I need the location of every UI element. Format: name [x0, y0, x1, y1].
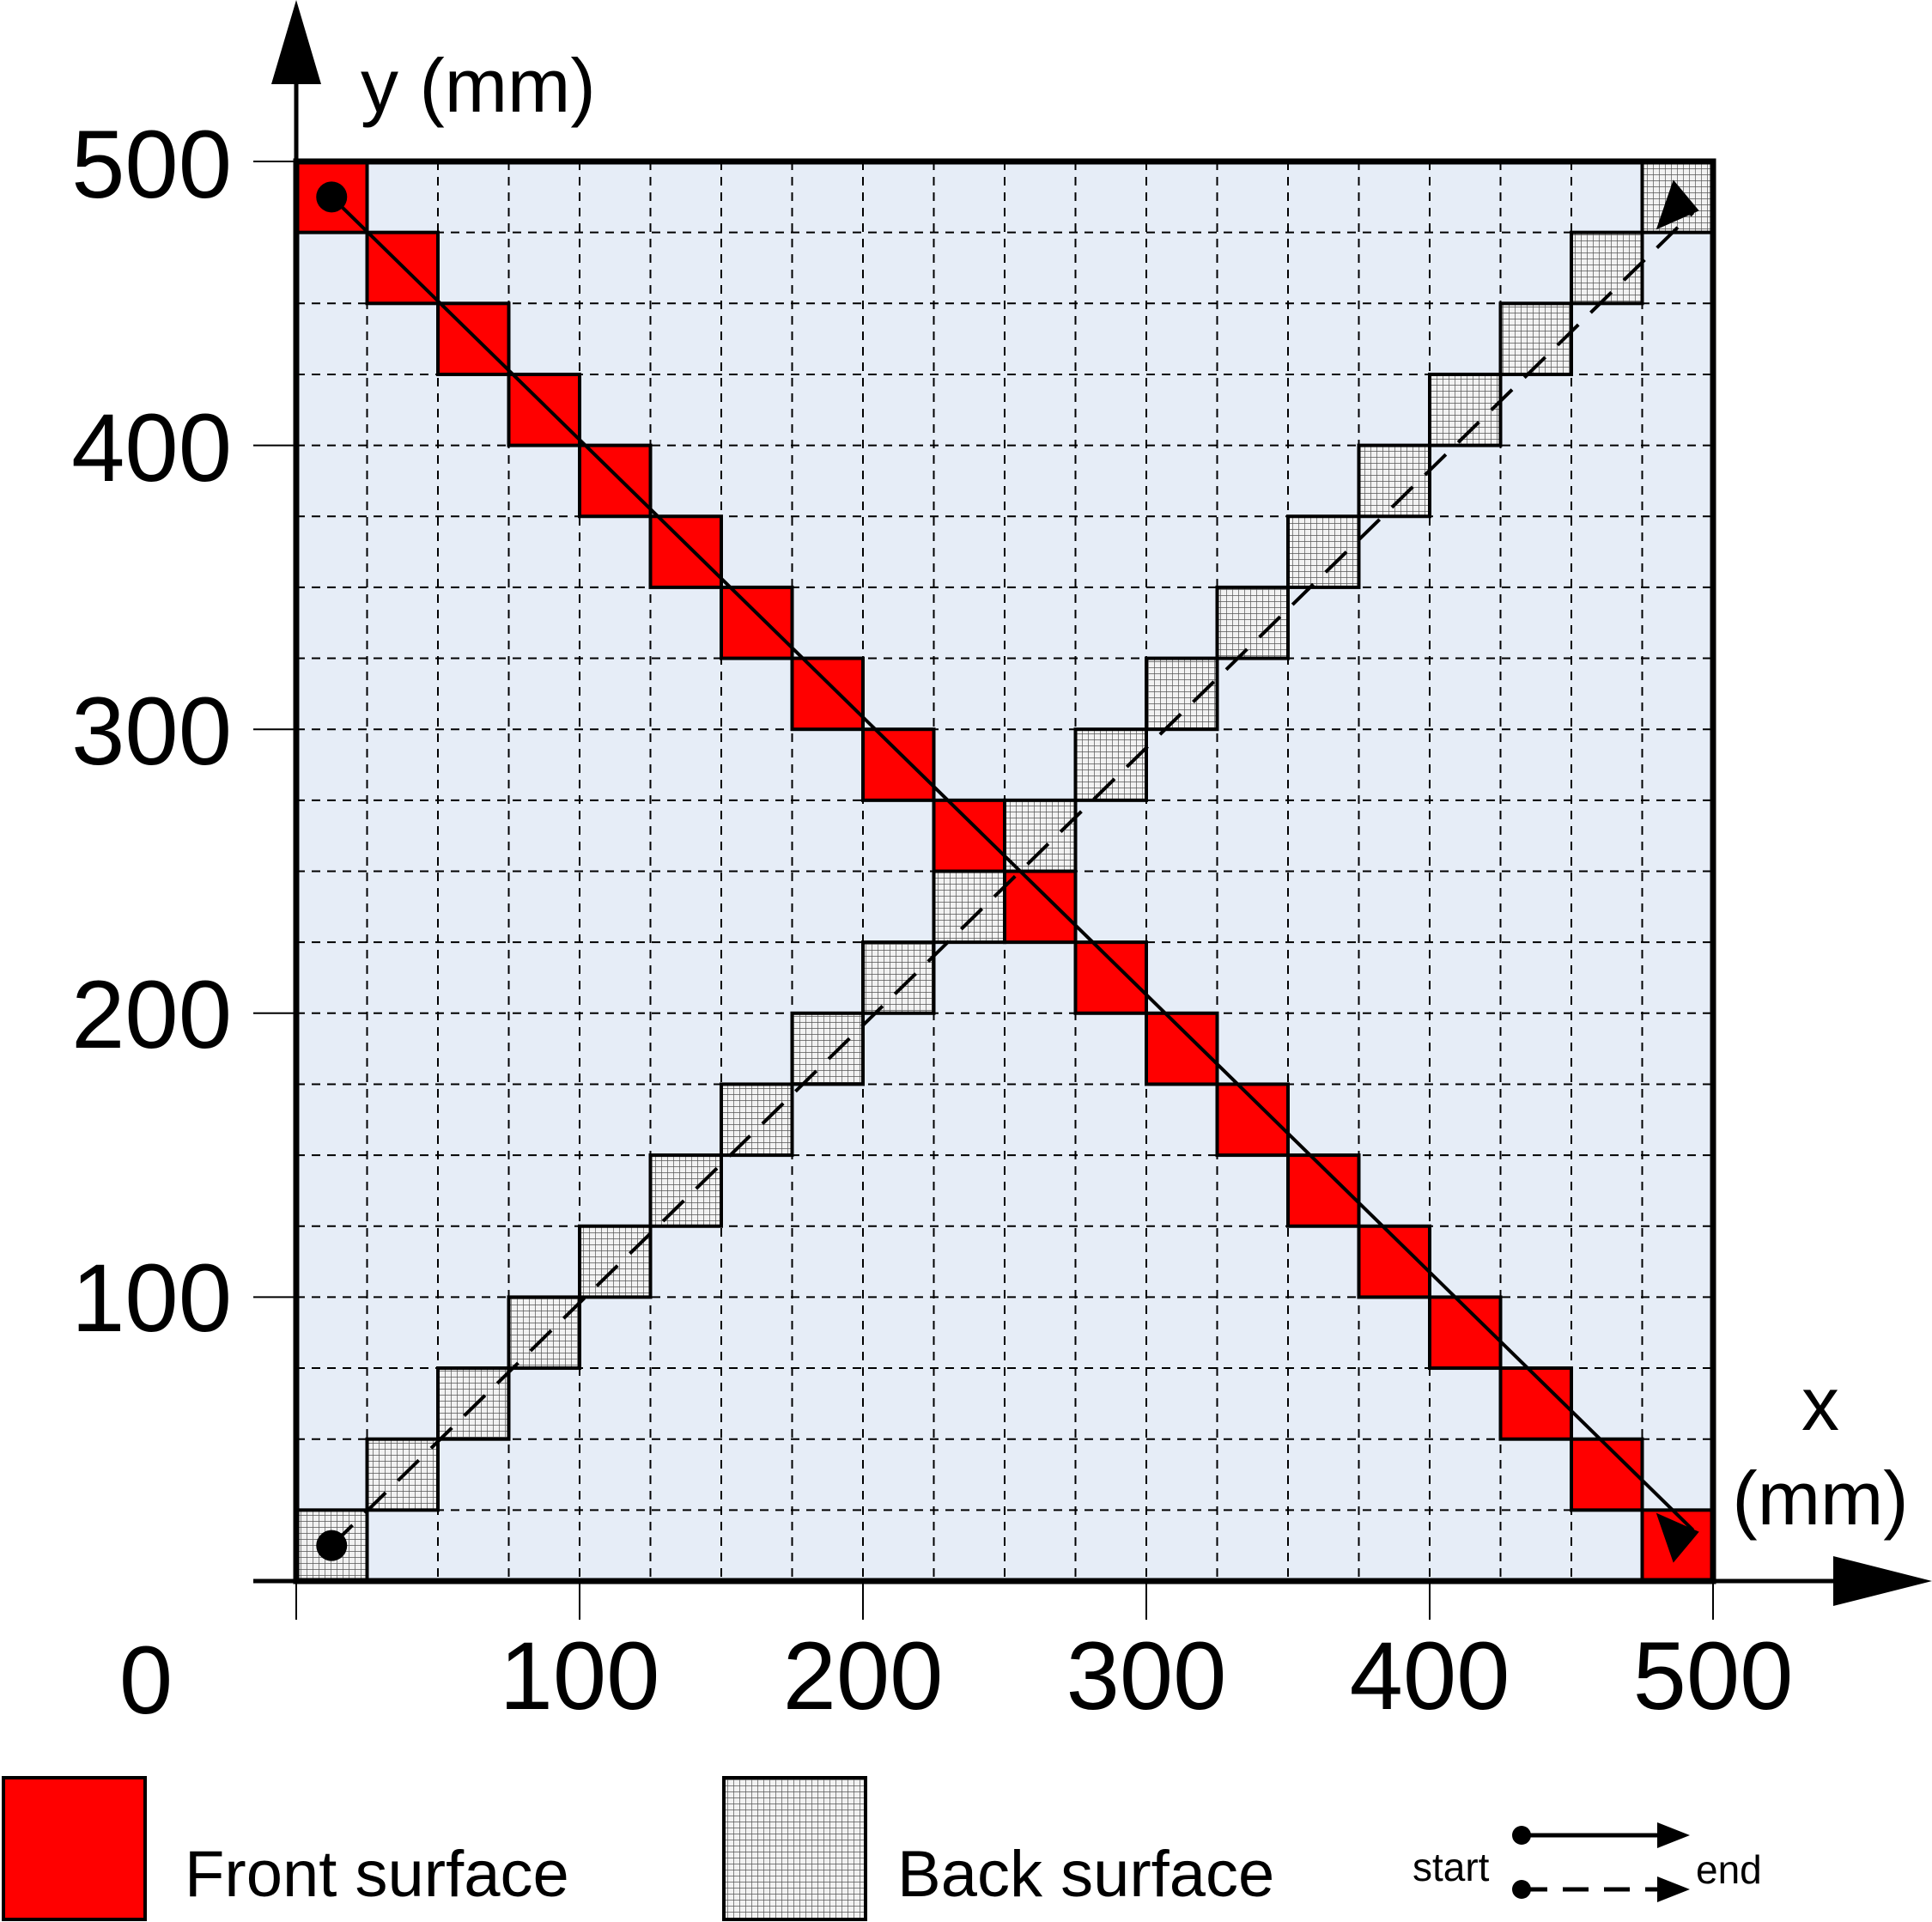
front-scan-path [330, 195, 1695, 1532]
back-surface-cell [720, 1082, 794, 1158]
front-surface-cell [1215, 1082, 1290, 1158]
back-path-start-dot [316, 1530, 348, 1561]
back-scan-path [330, 210, 1695, 1548]
back-surface-cell [1073, 727, 1148, 802]
front-surface-cell [1498, 1366, 1573, 1441]
back-surface-cell [1570, 230, 1644, 306]
back-surface-cell [932, 869, 1006, 945]
legend-solid-arrowhead [1657, 1822, 1690, 1848]
front-surface-cell [436, 301, 511, 376]
x-axis-label: x [1801, 1361, 1839, 1446]
front-surface-cell [507, 372, 581, 447]
legend-start-label: start [1413, 1845, 1490, 1889]
y-tick-label-300: 300 [71, 678, 232, 785]
front-surface-cell [578, 443, 653, 519]
axis-ticks [253, 161, 1714, 1620]
front-surface-cell [932, 798, 1006, 873]
back-surface-cell [1003, 798, 1078, 873]
legend-dashed-arrowhead [1657, 1876, 1690, 1902]
legend-front-label: Front surface [185, 1838, 569, 1911]
front-surface-cell [861, 727, 936, 802]
legend-back-label: Back surface [897, 1838, 1274, 1911]
y-tick-label-100: 100 [71, 1244, 232, 1352]
y-tick-label-200: 200 [71, 961, 232, 1068]
x-axis-unit: (mm) [1732, 1456, 1908, 1541]
x-tick-label-500: 500 [1633, 1622, 1794, 1730]
back-surface-cell [648, 1153, 723, 1228]
tick-labels: 100 200 300 400 500 100 200 300 400 500 [71, 111, 1793, 1730]
x-tick-label-100: 100 [500, 1622, 660, 1730]
back-surface-cell [507, 1295, 581, 1371]
legend-end-label: end [1696, 1847, 1762, 1892]
scan-paths [316, 179, 1699, 1563]
axes [253, 0, 1932, 1620]
front-surface-cells [295, 160, 1715, 1583]
front-surface-cell [1003, 869, 1078, 945]
front-surface-cell [1570, 1437, 1644, 1512]
front-path-arrowhead [1656, 1512, 1699, 1563]
y-axis-label: y (mm) [361, 43, 596, 128]
back-surface-cell [861, 940, 936, 1015]
legend-front-swatch [2, 1776, 147, 1921]
back-surface-cell [790, 1011, 865, 1086]
front-surface-cell [1145, 1011, 1219, 1086]
y-tick-label-500: 500 [71, 111, 232, 218]
back-surface-cell [1286, 514, 1361, 589]
back-surface-cell [1145, 656, 1219, 732]
back-surface-cell [1498, 301, 1573, 376]
front-surface-cell [720, 585, 794, 660]
front-surface-cell [1073, 940, 1148, 1015]
legend-back-swatch [722, 1776, 867, 1921]
x-tick-label-400: 400 [1350, 1622, 1510, 1730]
front-surface-cell [790, 656, 865, 732]
y-axis-arrowhead [271, 0, 321, 84]
front-path-start-dot [316, 181, 348, 213]
x-tick-label-200: 200 [783, 1622, 944, 1730]
back-surface-cell [1215, 585, 1290, 660]
back-path-arrowhead [1656, 179, 1699, 230]
y-tick-label-400: 400 [71, 394, 232, 502]
x-tick-label-300: 300 [1066, 1622, 1227, 1730]
x-axis-arrowhead [1833, 1556, 1932, 1606]
legend: Front surface Back surface start end [2, 1776, 1762, 1921]
front-surface-cell [648, 514, 723, 589]
origin-label: 0 [119, 1627, 173, 1734]
back-surface-cell [436, 1366, 511, 1441]
back-surface-cell [578, 1224, 653, 1299]
